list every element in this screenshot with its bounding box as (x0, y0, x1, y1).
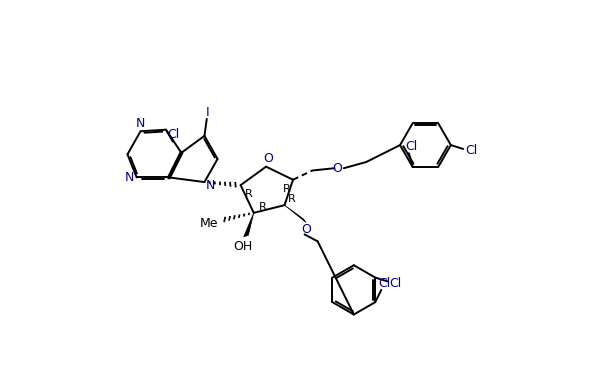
Text: Cl: Cl (378, 277, 391, 290)
Text: N: N (124, 171, 134, 184)
Text: R: R (244, 189, 252, 200)
Text: Me: Me (200, 217, 219, 230)
Text: Cl: Cl (465, 144, 477, 157)
Text: R: R (283, 184, 291, 194)
Text: O: O (301, 223, 311, 236)
Text: R: R (289, 194, 296, 204)
Text: Cl: Cl (405, 140, 418, 153)
Text: N: N (206, 179, 216, 192)
Text: R: R (259, 202, 267, 212)
Text: Cl: Cl (389, 277, 401, 290)
Text: OH: OH (233, 240, 253, 253)
Polygon shape (284, 205, 306, 222)
Text: I: I (206, 106, 209, 119)
Text: N: N (136, 117, 145, 130)
Text: O: O (263, 153, 273, 165)
Polygon shape (244, 213, 254, 237)
Text: O: O (333, 162, 343, 175)
Text: Cl: Cl (167, 128, 179, 141)
